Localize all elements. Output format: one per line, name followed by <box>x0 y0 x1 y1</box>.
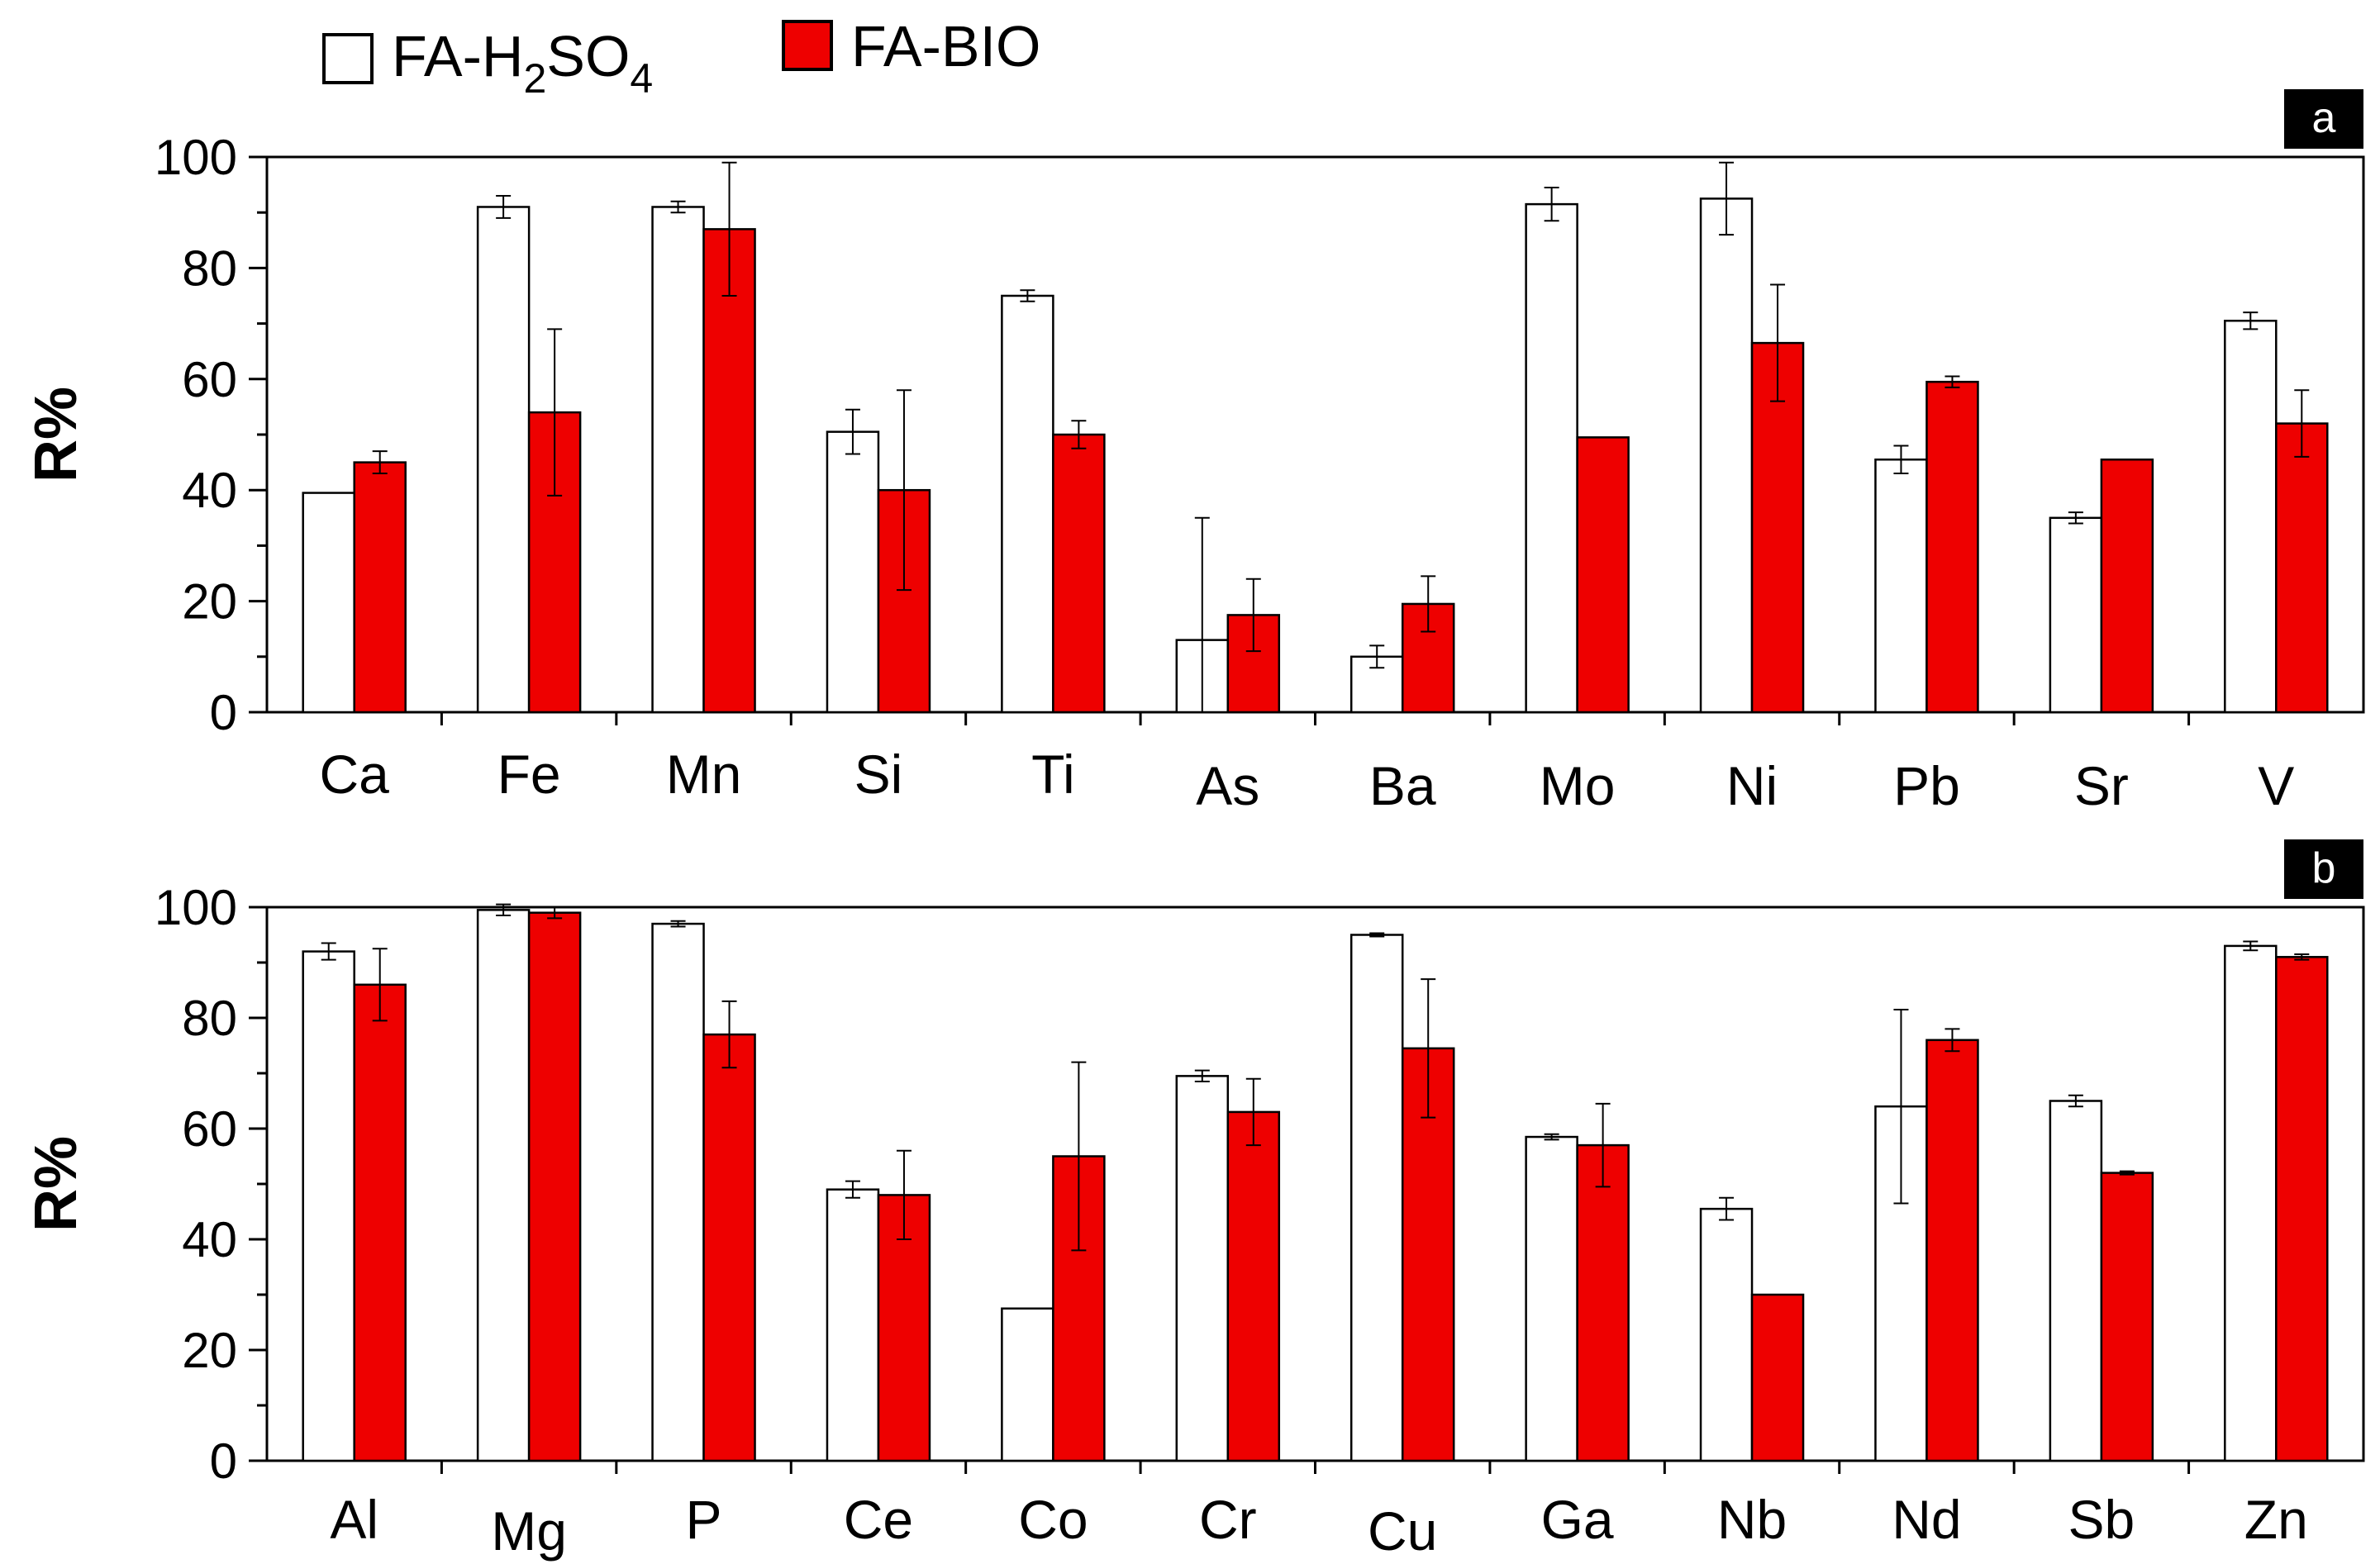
panel-b: b R% 0 20 40 60 80 100 Al Mg P Ce Co Cr Cu Ga Nb Nd Sb Zn <box>23 839 2365 1562</box>
legend-swatch-fa-h2so4 <box>322 33 374 84</box>
y-tick-label: 100 <box>155 880 237 935</box>
bar-fa-h2so4 <box>1349 934 1404 1462</box>
x-category-label: Ba <box>1369 755 1436 816</box>
bar-fa-h2so4 <box>1001 294 1054 714</box>
bar-fa-h2so4 <box>2224 319 2278 714</box>
panel-a: a R% 0 20 40 60 80 100 Ca Fe Mn Si Ti As Ba Mo Ni Pb Sr V <box>23 89 2365 816</box>
plot-frame <box>265 906 2365 1462</box>
bar-fa-h2so4 <box>1001 1307 1054 1462</box>
legend-label-fa-bio: FA-BIO <box>851 14 1040 78</box>
bar-fa-bio <box>1226 1110 1281 1462</box>
x-category-label: Cr <box>1199 1489 1257 1550</box>
bar-fa-h2so4 <box>302 492 355 714</box>
x-category-label: Mg <box>491 1500 567 1562</box>
bar-fa-h2so4 <box>2049 516 2103 714</box>
bar-fa-bio <box>702 1033 756 1462</box>
y-tick-label: 100 <box>155 130 237 185</box>
legend-label-fa-h2so4: FA-H2SO4 <box>392 24 653 102</box>
bar-fa-h2so4 <box>1699 197 1754 714</box>
y-tick-label: 20 <box>182 1323 237 1378</box>
x-category-label: Ga <box>1541 1489 1614 1550</box>
x-category-label: Sr <box>2074 755 2129 816</box>
x-category-label: Fe <box>497 744 561 805</box>
panel-tag-label: b <box>2312 844 2336 892</box>
y-tick-label: 80 <box>182 991 237 1046</box>
y-tick-label: 40 <box>182 1212 237 1267</box>
bar-fa-h2so4 <box>1874 458 1928 714</box>
legend-swatch-fa-bio <box>782 20 833 71</box>
y-tick-label: 20 <box>182 574 237 630</box>
x-category-label: Sb <box>2068 1489 2135 1550</box>
x-category-label: Nd <box>1892 1489 1961 1550</box>
panel-tag: a <box>2284 89 2363 149</box>
y-tick-label: 0 <box>210 685 237 740</box>
bar-fa-h2so4 <box>1175 1075 1230 1462</box>
bar-fa-h2so4 <box>476 206 531 714</box>
bar-fa-h2so4 <box>476 909 531 1462</box>
y-tick-label: 0 <box>210 1433 237 1489</box>
bar-fa-h2so4 <box>2049 1100 2103 1462</box>
x-category-label: Ni <box>1726 755 1778 816</box>
x-category-label: Zn <box>2244 1489 2308 1550</box>
bar-fa-bio <box>2275 956 2329 1462</box>
x-category-label: Ca <box>320 744 390 805</box>
x-category-label: Pb <box>1893 755 1960 816</box>
y-axis-label: R% <box>23 387 89 483</box>
bar-fa-bio <box>702 228 756 714</box>
bar-fa-bio <box>1925 1039 1979 1462</box>
panel-tag-box <box>2284 89 2363 149</box>
y-tick-label: 60 <box>182 352 237 407</box>
x-category-label: Si <box>854 744 903 805</box>
panel-tag: b <box>2284 839 2363 899</box>
bar-fa-bio <box>1576 436 1630 714</box>
bar-fa-h2so4 <box>302 950 355 1462</box>
x-category-label: Mo <box>1540 755 1616 816</box>
x-category-label: Mn <box>666 744 742 805</box>
y-tick-label: 80 <box>182 240 237 296</box>
bar-fa-bio <box>2100 1172 2154 1462</box>
bar-fa-bio <box>1925 380 1979 714</box>
y-tick-label: 40 <box>182 463 237 518</box>
x-category-label: Nb <box>1717 1489 1787 1550</box>
panel-tag-box <box>2284 839 2363 899</box>
bar-fa-h2so4 <box>651 922 705 1462</box>
y-axis-label: R% <box>23 1136 89 1232</box>
x-category-label: As <box>1196 755 1259 816</box>
x-category-label: Cu <box>1368 1500 1437 1562</box>
x-category-label: Ti <box>1031 744 1075 805</box>
bar-fa-bio <box>353 461 407 714</box>
bar-fa-h2so4 <box>651 206 705 714</box>
panel-tag-label: a <box>2312 94 2336 142</box>
x-category-label: Al <box>330 1489 378 1550</box>
bar-fa-bio <box>2275 422 2329 714</box>
bar-fa-bio <box>1750 341 1805 714</box>
bar-fa-h2so4 <box>1525 202 1578 714</box>
y-tick-label: 60 <box>182 1101 237 1157</box>
bar-fa-bio <box>1052 433 1106 714</box>
legend: FA-H2SO4 FA-BIO <box>322 14 1040 102</box>
bar-fa-h2so4 <box>1525 1135 1578 1462</box>
bar-fa-h2so4 <box>1699 1207 1754 1462</box>
plot-frame <box>265 155 2365 714</box>
bar-fa-bio <box>353 983 407 1462</box>
x-category-label: V <box>2258 755 2294 816</box>
bar-fa-bio <box>527 911 582 1462</box>
bar-fa-bio <box>1750 1293 1805 1462</box>
bar-fa-bio <box>1576 1143 1630 1462</box>
x-category-label: Co <box>1018 1489 1088 1550</box>
bar-fa-h2so4 <box>826 1188 880 1462</box>
x-category-label: P <box>686 1489 722 1550</box>
bar-fa-h2so4 <box>826 430 880 714</box>
bar-fa-bio <box>2100 458 2154 714</box>
x-category-label: Ce <box>844 1489 913 1550</box>
bar-fa-h2so4 <box>2224 944 2278 1462</box>
